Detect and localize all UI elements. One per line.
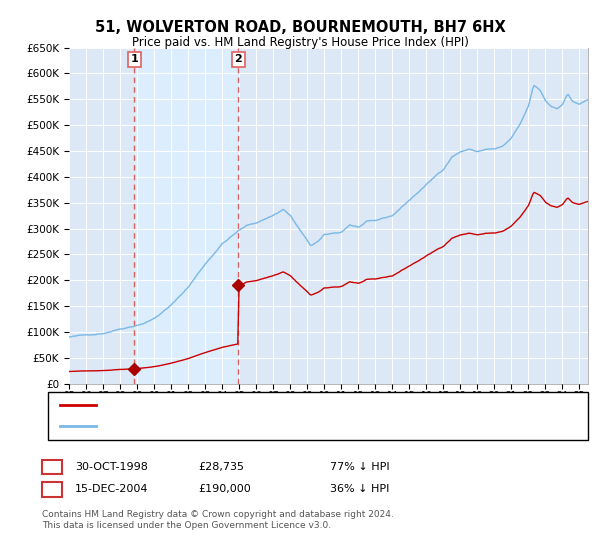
Text: 36% ↓ HPI: 36% ↓ HPI: [330, 484, 389, 494]
Text: 15-DEC-2004: 15-DEC-2004: [75, 484, 149, 494]
Text: 2: 2: [235, 54, 242, 64]
Text: Contains HM Land Registry data © Crown copyright and database right 2024.
This d: Contains HM Land Registry data © Crown c…: [42, 510, 394, 530]
Text: 51, WOLVERTON ROAD, BOURNEMOUTH, BH7 6HX (detached house): 51, WOLVERTON ROAD, BOURNEMOUTH, BH7 6HX…: [102, 400, 458, 410]
Text: £28,735: £28,735: [198, 462, 244, 472]
Text: 1: 1: [130, 54, 138, 64]
Text: Price paid vs. HM Land Registry's House Price Index (HPI): Price paid vs. HM Land Registry's House …: [131, 36, 469, 49]
Text: 77% ↓ HPI: 77% ↓ HPI: [330, 462, 389, 472]
Text: 1: 1: [47, 460, 56, 474]
Text: HPI: Average price, detached house, Bournemouth Christchurch and Poole: HPI: Average price, detached house, Bour…: [102, 421, 490, 431]
Text: 30-OCT-1998: 30-OCT-1998: [75, 462, 148, 472]
Text: 51, WOLVERTON ROAD, BOURNEMOUTH, BH7 6HX: 51, WOLVERTON ROAD, BOURNEMOUTH, BH7 6HX: [95, 20, 505, 35]
Bar: [134, 48, 238, 384]
Text: £190,000: £190,000: [198, 484, 251, 494]
Text: 2: 2: [47, 483, 56, 496]
